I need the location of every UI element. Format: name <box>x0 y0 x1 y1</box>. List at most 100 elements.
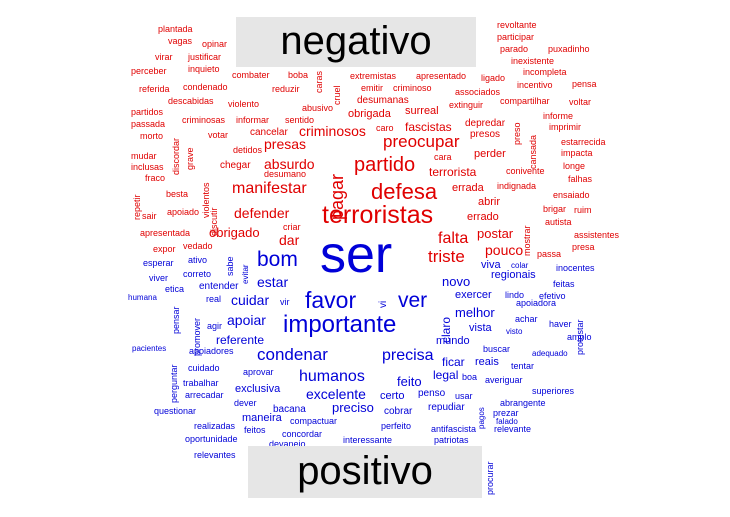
cloud-word: surreal <box>405 105 439 117</box>
cloud-word: pouco <box>485 242 524 258</box>
cloud-word: melhor <box>455 305 495 320</box>
cloud-word: viver <box>149 273 169 283</box>
cloud-word: indignada <box>497 181 537 191</box>
cloud-word: exclusiva <box>235 383 281 395</box>
cloud-word: boa <box>462 372 478 382</box>
cloud-word: opinar <box>202 39 228 49</box>
cloud-word: absurdo <box>264 156 315 172</box>
cloud-word: buscar <box>483 344 511 354</box>
cloud-word: informar <box>236 115 270 125</box>
cloud-word: extinguir <box>449 100 484 110</box>
cloud-word: detidos <box>233 145 263 155</box>
cloud-word: haver <box>549 319 572 329</box>
cloud-word: vista <box>469 322 492 334</box>
cloud-word: viva <box>481 259 501 271</box>
cloud-word: precisa <box>382 347 434 364</box>
cloud-word: patriotas <box>434 435 469 445</box>
cloud-word: colar <box>511 261 529 270</box>
cloud-word: impacta <box>561 148 593 158</box>
cloud-word: repudiar <box>428 402 465 413</box>
cloud-word: apoiadores <box>189 346 234 356</box>
cloud-word: humana <box>128 293 157 302</box>
cloud-word: referida <box>139 84 170 94</box>
cloud-word: perfeito <box>381 421 412 431</box>
positive-label: positivo <box>248 446 482 498</box>
cloud-word: evitar <box>241 264 250 285</box>
cloud-word: parado <box>500 44 529 54</box>
cloud-word: ruim <box>574 205 592 215</box>
cloud-word: depredar <box>465 118 506 129</box>
cloud-word: ver <box>398 289 428 312</box>
cloud-word: esperar <box>143 258 174 268</box>
cloud-word: cara <box>434 152 452 162</box>
cloud-word: discordar <box>171 137 181 175</box>
cloud-word: pensar <box>171 306 181 334</box>
cloud-word: maneira <box>242 412 282 424</box>
cloud-word: dar <box>279 232 300 248</box>
cloud-word: assistentes <box>574 230 620 240</box>
cloud-word: vir <box>280 297 290 307</box>
cloud-word: apoiado <box>167 207 200 217</box>
cloud-word: penso <box>418 388 446 399</box>
cloud-word: votar <box>208 130 229 140</box>
cloud-word: sair <box>142 211 157 221</box>
cloud-word: vagas <box>168 36 193 46</box>
cloud-word: puxadinho <box>548 44 590 54</box>
cloud-word: procurar <box>485 461 495 495</box>
cloud-word: pacientes <box>132 344 167 353</box>
cloud-word: pensa <box>572 79 597 89</box>
cloud-word: caro <box>376 123 394 133</box>
cloud-word: inquieto <box>188 64 220 74</box>
cloud-word: apoiar <box>227 312 266 328</box>
cloud-word: associados <box>455 87 501 97</box>
cloud-word: grave <box>185 147 195 170</box>
cloud-word: realizadas <box>194 421 236 431</box>
cloud-word: justificar <box>188 52 222 62</box>
cloud-word: cuidar <box>231 292 270 308</box>
cloud-word: pagos <box>477 407 486 429</box>
cloud-word: perguntar <box>169 364 179 403</box>
cloud-word: errado <box>467 211 499 223</box>
cloud-word: passa <box>537 249 562 259</box>
cloud-word: questionar <box>154 406 197 416</box>
cloud-word: superiores <box>532 386 575 396</box>
cloud-word: apresentada <box>140 228 191 238</box>
cloud-word: obrigada <box>348 108 391 120</box>
cloud-word: criminoso <box>393 83 432 93</box>
cloud-word: condenar <box>257 345 328 364</box>
cloud-word: desumano <box>264 169 307 179</box>
cloud-word: estarrecida <box>561 137 606 147</box>
cloud-word: ser <box>320 226 393 284</box>
cloud-word: agir <box>207 321 223 331</box>
cloud-word: lindo <box>505 290 525 300</box>
cloud-word: visto <box>506 327 523 336</box>
cloud-word: partido <box>354 154 416 176</box>
cloud-word: sentido <box>285 115 315 125</box>
cloud-word: inocentes <box>556 263 595 273</box>
cloud-word: real <box>206 294 222 304</box>
cloud-word: combater <box>232 70 270 80</box>
cloud-word: apoiadora <box>516 298 557 308</box>
cloud-word: autista <box>545 217 572 227</box>
cloud-word: participar <box>497 32 535 42</box>
cloud-word: novo <box>442 274 471 289</box>
cloud-word: devaneio <box>269 439 306 449</box>
cloud-word: compactuar <box>290 416 338 426</box>
cloud-word: plantada <box>158 24 193 34</box>
cloud-word: entender <box>199 281 239 292</box>
cloud-word: compartilhar <box>500 96 550 106</box>
cloud-word: amplo <box>567 332 592 342</box>
cloud-word: vi <box>378 300 389 308</box>
cloud-word: falhas <box>568 174 593 184</box>
cloud-word: favor <box>305 287 357 313</box>
cloud-word: emitir <box>361 83 383 93</box>
cloud-word: usar <box>455 391 473 401</box>
cloud-word: excelente <box>306 386 366 402</box>
cloud-word: terroristas <box>322 201 434 229</box>
cloud-word: triste <box>428 247 465 266</box>
negative-label: negativo <box>236 17 476 67</box>
cloud-word: informe <box>543 111 574 121</box>
cloud-word: sabe <box>225 256 235 276</box>
cloud-word: extremistas <box>350 71 397 81</box>
